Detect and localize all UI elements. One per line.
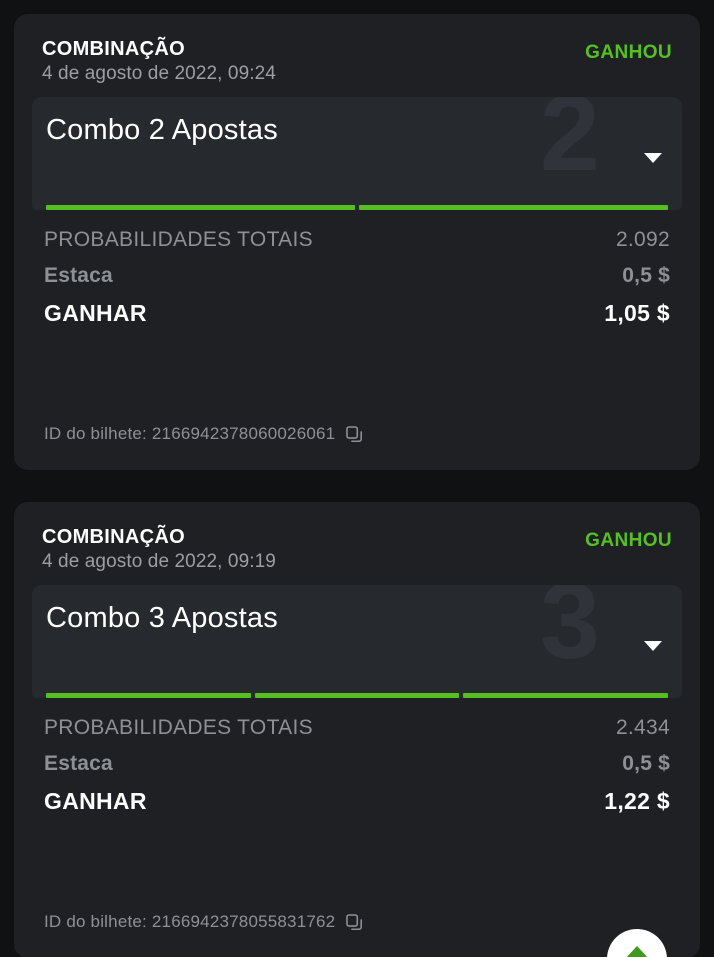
- progress-segment: [46, 205, 355, 210]
- total-odds-row: PROBABILIDADES TOTAIS 2.092: [44, 222, 670, 258]
- bet-header-left: COMBINAÇÃO 4 de agosto de 2022, 09:19: [42, 526, 276, 573]
- total-odds-value: 2.434: [615, 716, 670, 739]
- copy-icon[interactable]: [345, 913, 364, 932]
- arrow-up-icon: [625, 946, 649, 957]
- bet-card[interactable]: COMBINAÇÃO 4 de agosto de 2022, 09:24 GA…: [14, 14, 700, 470]
- bet-card-header: COMBINAÇÃO 4 de agosto de 2022, 09:19 GA…: [30, 518, 684, 585]
- status-badge: GANHOU: [585, 42, 672, 63]
- stake-row: Estaca 0,5 $: [44, 258, 670, 294]
- selection-progress-bar: [32, 205, 682, 210]
- win-row: GANHAR 1,05 $: [44, 294, 670, 333]
- stake-value: 0,5 $: [622, 264, 670, 287]
- bet-card-header: COMBINAÇÃO 4 de agosto de 2022, 09:24 GA…: [30, 30, 684, 97]
- stake-label: Estaca: [44, 264, 113, 287]
- ticket-footer: ID do bilhete: 2166942378055831762: [44, 912, 364, 932]
- win-label: GANHAR: [44, 788, 147, 814]
- win-label: GANHAR: [44, 300, 147, 326]
- combo-title: Combo 2 Apostas: [46, 114, 278, 146]
- ticket-footer: ID do bilhete: 2166942378060026061: [44, 424, 364, 444]
- status-badge: GANHOU: [585, 530, 672, 551]
- win-value: 1,22 $: [604, 788, 670, 814]
- bet-card[interactable]: COMBINAÇÃO 4 de agosto de 2022, 09:19 GA…: [14, 502, 700, 957]
- bet-type-label: COMBINAÇÃO: [42, 38, 185, 60]
- combo-panel[interactable]: Combo 3 Apostas 3: [32, 585, 682, 693]
- chevron-down-icon[interactable]: [644, 641, 662, 651]
- progress-segment: [463, 693, 669, 698]
- win-row: GANHAR 1,22 $: [44, 782, 670, 821]
- selection-count-watermark: 3: [539, 585, 600, 681]
- ticket-id-text: ID do bilhete: 2166942378055831762: [44, 912, 336, 931]
- total-odds-label: PROBABILIDADES TOTAIS: [44, 228, 313, 251]
- stake-label: Estaca: [44, 752, 113, 775]
- stake-value: 0,5 $: [622, 752, 670, 775]
- bet-date: 4 de agosto de 2022, 09:24: [42, 63, 276, 84]
- progress-segment: [254, 693, 460, 698]
- total-odds-label: PROBABILIDADES TOTAIS: [44, 716, 313, 739]
- selection-count-watermark: 2: [539, 97, 600, 193]
- total-odds-row: PROBABILIDADES TOTAIS 2.434: [44, 710, 670, 746]
- bet-detail-rows: PROBABILIDADES TOTAIS 2.434 Estaca 0,5 $…: [30, 698, 684, 821]
- combo-panel[interactable]: Combo 2 Apostas 2: [32, 97, 682, 205]
- progress-segment: [359, 205, 668, 210]
- stake-row: Estaca 0,5 $: [44, 746, 670, 782]
- chevron-down-icon[interactable]: [644, 153, 662, 163]
- selection-progress-bar: [32, 693, 682, 698]
- combo-title: Combo 3 Apostas: [46, 602, 278, 634]
- bet-header-left: COMBINAÇÃO 4 de agosto de 2022, 09:24: [42, 38, 276, 85]
- win-value: 1,05 $: [604, 300, 670, 326]
- progress-segment: [46, 693, 251, 698]
- bet-type-label: COMBINAÇÃO: [42, 526, 185, 548]
- bet-detail-rows: PROBABILIDADES TOTAIS 2.092 Estaca 0,5 $…: [30, 210, 684, 333]
- copy-icon[interactable]: [345, 425, 364, 444]
- total-odds-value: 2.092: [615, 228, 670, 251]
- bet-date: 4 de agosto de 2022, 09:19: [42, 551, 276, 572]
- ticket-id-text: ID do bilhete: 2166942378060026061: [44, 424, 336, 443]
